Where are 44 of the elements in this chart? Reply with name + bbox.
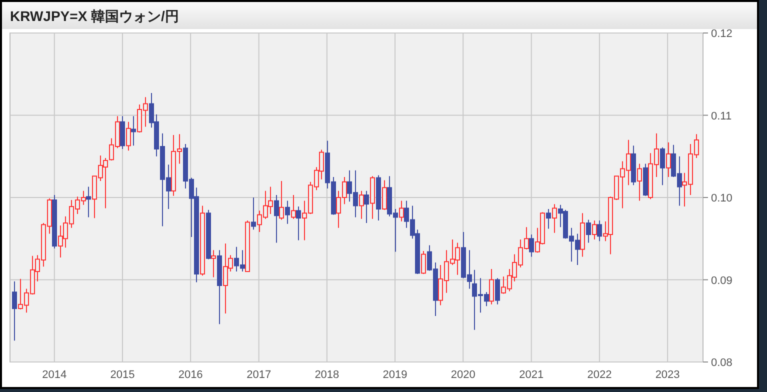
candlestick (597, 220, 602, 242)
candlestick (211, 250, 216, 278)
x-tick-label: 2020 (450, 369, 476, 381)
x-tick-label: 2016 (178, 369, 203, 381)
candlestick (12, 280, 17, 342)
x-tick-label: 2014 (42, 369, 67, 381)
y-tick-label: 0.12 (711, 28, 732, 40)
candlestick (291, 194, 296, 220)
candlestick (552, 204, 557, 234)
candlestick (285, 200, 290, 224)
candlestick (546, 208, 551, 230)
candlestick (586, 219, 591, 244)
candlestick (399, 200, 404, 222)
x-tick-label: 2019 (382, 369, 408, 381)
candlestick (495, 278, 500, 305)
candlestick (666, 142, 671, 178)
candlestick (489, 268, 494, 305)
candlestick (529, 234, 534, 258)
chart-title: KRWJPY=X 韓国ウォン/円 (10, 8, 179, 24)
candlestick (660, 146, 665, 186)
y-tick-label: 0.10 (711, 192, 732, 204)
candlestick (359, 190, 364, 220)
candlestick (421, 250, 426, 274)
x-tick-label: 2023 (655, 369, 680, 381)
y-tick-label: 0.08 (711, 357, 732, 369)
candlestick (296, 206, 301, 241)
y-tick-label: 0.09 (711, 274, 732, 287)
candlestick (86, 186, 91, 218)
candlestick (251, 197, 256, 230)
x-tick-label: 2015 (110, 369, 135, 381)
x-tick-label: 2021 (519, 369, 544, 381)
candlestick (637, 163, 642, 202)
candlestick (279, 180, 284, 220)
x-tick-label: 2018 (314, 369, 340, 381)
x-tick-label: 2022 (587, 369, 612, 381)
candlestick (592, 220, 597, 240)
candlestick (131, 116, 136, 146)
candlestick (126, 121, 131, 152)
candlestick (382, 180, 387, 210)
x-tick-label: 2017 (246, 369, 272, 381)
candlestick (274, 194, 279, 244)
candlestick (364, 190, 369, 224)
candlestick (120, 116, 125, 150)
y-tick-label: 0.11 (711, 110, 732, 122)
